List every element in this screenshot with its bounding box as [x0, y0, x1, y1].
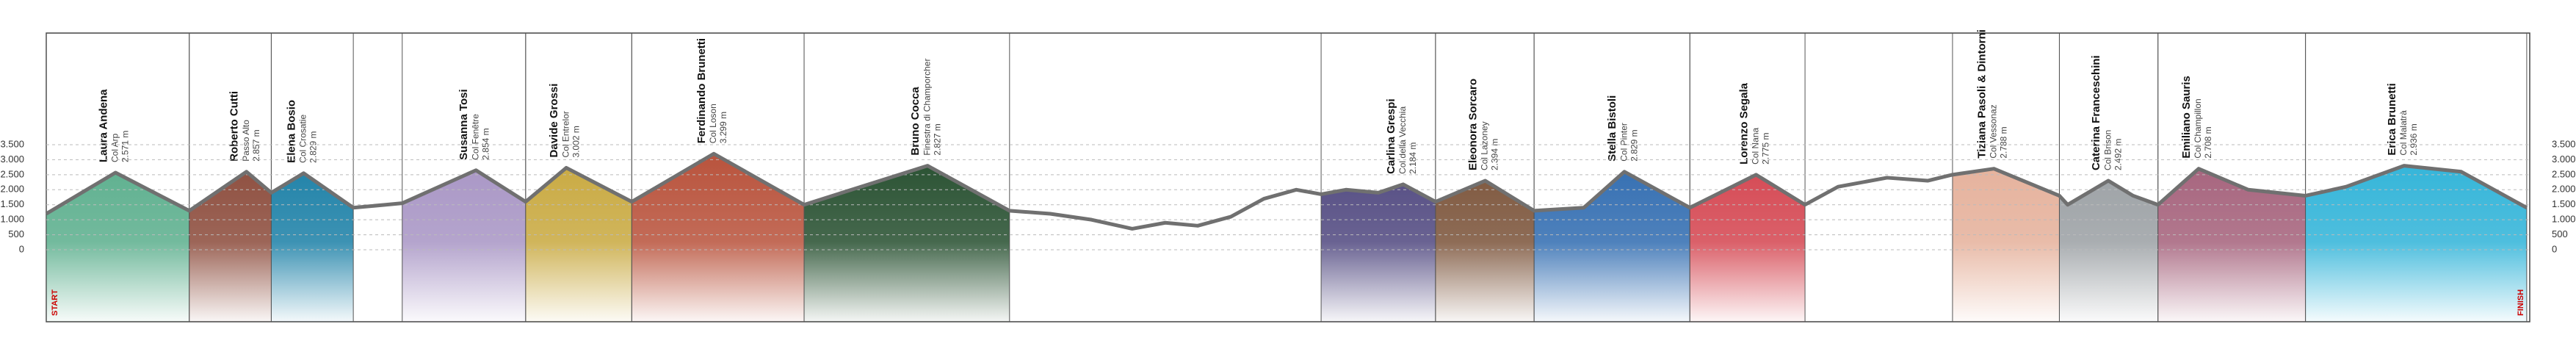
segment-name: Eleonora Sorcaro: [1466, 79, 1479, 170]
peak-label: Elena Bosio Col Crosatie 2.829 m: [285, 100, 318, 163]
pass-altitude: 2.708 m: [2203, 126, 2213, 158]
segment-name: Elena Bosio: [285, 100, 297, 163]
y-tick-label: 3.500: [0, 138, 24, 149]
segment-area: [1690, 174, 1806, 322]
segment-name: Susanna Tosi: [457, 89, 470, 159]
segment-name: Ferdinando Brunetti: [695, 38, 708, 143]
pass-name: Finestra di Champorcher: [922, 59, 932, 156]
pass-name: Col Champillon: [2193, 98, 2203, 158]
peak-label: Caterina Franceschini Col Brison 2.492 m: [2090, 55, 2123, 170]
y-tick-label: 1.000: [0, 214, 24, 225]
segment-name: Laura Andena: [97, 89, 109, 162]
y-tick-label: 1.500: [0, 198, 24, 209]
y-tick-label: 500: [8, 228, 24, 239]
segment-name: Stella Bistoli: [1606, 95, 1618, 162]
pass-name: Col della Vecchia: [1397, 107, 1408, 174]
segment-area: [402, 170, 526, 322]
peak-label: Stella Bistoli Col Pinter 2.829 m: [1606, 95, 1639, 162]
y-tick-label: 2.000: [0, 184, 24, 195]
profile-line: [45, 151, 2528, 231]
peak-label: Erica Brunetti Col Malatrà 2.936 m: [2386, 83, 2419, 155]
pass-altitude: 3.002 m: [571, 126, 581, 157]
pass-name: Col Fenêtre: [470, 114, 480, 160]
segment-name: Davide Grossi: [548, 84, 560, 158]
segment-area: [46, 172, 189, 322]
pass-altitude: 2.854 m: [480, 128, 491, 159]
pass-altitude: 2.829 m: [1629, 129, 1639, 161]
start-label: START: [51, 289, 59, 316]
pass-altitude: 2.829 m: [308, 131, 319, 162]
peak-label: Davide Grossi Col Entrelor 3.002 m: [548, 84, 581, 158]
pass-name: Col Pinter: [1618, 123, 1629, 162]
segment-name: Lorenzo Segala: [1737, 82, 1750, 165]
segment-area: [1435, 181, 1535, 322]
segment-name: Roberto Cutti: [228, 91, 241, 162]
pass-name: Passo Alto: [241, 120, 251, 162]
segment-area: [1321, 184, 1436, 322]
pass-name: Col Nana: [1751, 128, 1761, 165]
segment-name: Caterina Franceschini: [2090, 55, 2102, 170]
segment-area: [271, 173, 354, 322]
segment-area: [189, 171, 272, 322]
segment-name: Bruno Cocca: [909, 87, 922, 156]
y-tick-label-right: 3.500: [2552, 138, 2576, 149]
pass-altitude: 3.299 m: [718, 112, 728, 143]
y-tick-label-right: 1.000: [2552, 214, 2576, 225]
peak-label: Bruno Cocca Finestra di Champorcher 2.827 …: [909, 59, 942, 156]
pass-altitude: 2.775 m: [1761, 132, 1771, 164]
pass-name: Col Entrelor: [560, 111, 571, 157]
segment-name: Erica Brunetti: [2386, 83, 2398, 155]
peak-label: Ferdinando Brunetti Col Loson 3.299 m: [695, 38, 728, 143]
peak-label: Tiziana Pasoli & Dintorni Col Vessonaz 2.7…: [1975, 29, 2008, 159]
segment-area: [2157, 168, 2306, 322]
segment-area: [525, 167, 632, 322]
segment-area: [2305, 165, 2527, 322]
segment-area: [2059, 181, 2158, 322]
y-tick-label-right: 0: [2552, 243, 2557, 254]
peak-label: Susanna Tosi Col Fenêtre 2.854 m: [457, 89, 491, 159]
y-tick-label: 0: [19, 243, 24, 254]
finish-label: FINISH: [2517, 289, 2525, 316]
segment-name: Carlina Grespi: [1385, 98, 1397, 174]
y-tick-label-right: 500: [2552, 228, 2568, 239]
peak-label: Laura Andena Col Arp 2.571 m: [97, 89, 130, 162]
pass-altitude: 2.492 m: [2113, 139, 2123, 170]
pass-altitude: 2.394 m: [1490, 139, 1500, 170]
segment-area: [632, 154, 805, 322]
pass-name: Col Brison: [2102, 130, 2113, 170]
pass-name: Col Malatrà: [2398, 110, 2409, 156]
y-tick-label-right: 1.500: [2552, 198, 2576, 209]
y-tick-label-right: 2.500: [2552, 168, 2576, 179]
pass-altitude: 2.827 m: [932, 123, 942, 155]
pass-altitude: 2.788 m: [1998, 126, 2008, 158]
y-tick-label-right: 3.000: [2552, 154, 2576, 165]
pass-name: Col Vessonaz: [1988, 104, 1998, 158]
pass-altitude: 2.571 m: [120, 131, 130, 162]
peak-label: Eleonora Sorcaro Col Lazoney 2.394 m: [1466, 79, 1499, 170]
peak-label: Roberto Cutti Passo Alto 2.857 m: [228, 91, 261, 162]
peak-label: Carlina Grespi Col della Vecchia 2.184 m: [1385, 98, 1418, 174]
y-tick-label: 2.500: [0, 168, 24, 179]
pass-name: Col Arp: [109, 133, 120, 162]
segment-name: Emiliano Sauris: [2180, 76, 2193, 159]
segment-area: [1952, 168, 2060, 322]
pass-name: Col Lazoney: [1480, 121, 1490, 170]
pass-name: Col Loson: [708, 104, 718, 143]
segment-name: Tiziana Pasoli & Dintorni: [1975, 29, 1988, 159]
y-tick-label: 3.000: [0, 154, 24, 165]
peak-label: Lorenzo Segala Col Nana 2.775 m: [1737, 82, 1770, 165]
pass-altitude: 2.184 m: [1408, 143, 1418, 174]
pass-altitude: 2.936 m: [2409, 123, 2419, 155]
peak-label: Emiliano Sauris Col Champillon 2.708 m: [2180, 76, 2213, 159]
pass-altitude: 2.857 m: [251, 129, 261, 161]
pass-name: Col Crosatie: [298, 114, 308, 162]
y-tick-label-right: 2.000: [2552, 184, 2576, 195]
